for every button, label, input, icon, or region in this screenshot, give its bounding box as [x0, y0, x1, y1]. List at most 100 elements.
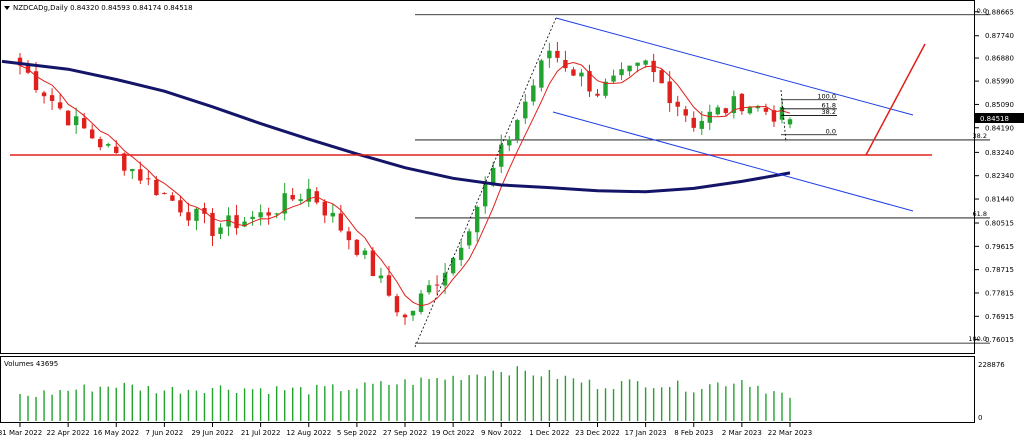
price-tick-label: 0.81440 [985, 196, 1014, 204]
candle-body [322, 201, 327, 216]
price-tick-label: 0.76015 [985, 336, 1014, 344]
price-tick-label: 0.88665 [985, 8, 1014, 16]
candle-body [81, 118, 87, 129]
candle-body [170, 195, 175, 201]
volume-title: Volumes 43695 [4, 360, 58, 368]
time-tick-label: 2 Mar 2023 [722, 429, 762, 437]
fib-small-swing-line [780, 89, 787, 143]
candle-body [523, 101, 528, 119]
candle-body [667, 81, 672, 104]
candle-body [675, 101, 680, 107]
candle-body [338, 213, 344, 231]
current-price-tag [975, 113, 1024, 123]
candle-body [747, 107, 753, 114]
candle-body [683, 109, 688, 116]
candle-body [178, 200, 183, 213]
candle-body [627, 65, 632, 72]
candle-body [386, 275, 392, 296]
candle-body [595, 93, 600, 96]
price-tick-label: 0.80515 [985, 220, 1014, 228]
volume-max-label: 228876 [978, 361, 1005, 369]
price-tick-label: 0.86880 [985, 55, 1014, 63]
time-tick-label: 19 Oct 2022 [431, 429, 474, 437]
current-price-label: 0.84518 [980, 115, 1009, 123]
time-tick-label: 17 Jan 2023 [625, 429, 667, 437]
candle-body [587, 71, 592, 92]
candle-body [282, 193, 287, 214]
candle-body [426, 285, 432, 293]
time-tick-label: 16 May 2022 [93, 429, 139, 437]
price-tick-label: 0.76915 [985, 313, 1014, 321]
channel-lower-line [552, 111, 914, 212]
candle-body [41, 92, 47, 97]
time-tick-label: 22 Mar 2023 [768, 429, 812, 437]
candle-body [73, 116, 79, 126]
fast-ma-line [19, 61, 791, 307]
candle-body [17, 57, 23, 66]
candle-body [787, 119, 793, 125]
overlays [10, 17, 932, 348]
candle-body [49, 95, 55, 101]
candle-body [306, 188, 311, 202]
candle-body [162, 193, 167, 195]
candle-body [186, 212, 191, 221]
fib-small-level-label: 100.0 [817, 92, 836, 100]
candle-body [763, 108, 769, 112]
candle-body [531, 85, 536, 102]
candle-body [258, 212, 263, 218]
fib-small-level-label: 61.8 [822, 101, 836, 109]
triangle-down-icon[interactable] [4, 6, 10, 10]
candle-body [691, 117, 696, 128]
candle-body [242, 221, 247, 227]
price-tick-label: 0.85990 [985, 78, 1014, 86]
candle-body [218, 227, 223, 234]
candle-body [547, 50, 552, 59]
candle-body [57, 102, 63, 109]
candle-body [354, 239, 360, 255]
fib-small: 100.061.838.2 0.0 [781, 92, 837, 135]
fib-large-level-label: 100.0 [968, 335, 987, 343]
candle-body [122, 153, 127, 171]
time-tick-label: 27 Sep 2022 [383, 429, 427, 437]
candle-body [539, 60, 544, 88]
candle-body [418, 293, 424, 312]
candle-body [611, 75, 616, 82]
candle-body [715, 107, 721, 115]
candle-body [138, 169, 143, 181]
candle-body [731, 96, 737, 114]
candle-body [442, 272, 448, 286]
slow-ma-line [1, 59, 791, 194]
candle-body [571, 69, 576, 76]
time-tick-label: 29 Jun 2022 [191, 429, 233, 437]
candle-body [603, 81, 608, 96]
fib-large-level-label: 61.8 [973, 210, 987, 218]
moving-averages [1, 59, 791, 307]
candle-body [466, 231, 472, 246]
time-tick-label: 8 Feb 2023 [674, 429, 713, 437]
candle-body [114, 146, 119, 153]
candle-body [194, 208, 199, 221]
candle-body [298, 199, 303, 201]
time-tick-label: 7 Jun 2022 [146, 429, 184, 437]
price-tick-label: 0.78715 [985, 266, 1014, 274]
candle-body [474, 206, 480, 233]
candle-body [491, 167, 496, 186]
time-tick-label: 22 Apr 2022 [46, 429, 89, 437]
candle-body [779, 107, 785, 120]
candle-body [707, 111, 712, 123]
price-tick-label: 0.82340 [985, 172, 1014, 180]
candle-body [619, 69, 624, 76]
fib-large-level-label: 0.0 [977, 7, 987, 15]
fib-small-level-label: 0.0 [826, 127, 836, 135]
candle-body [699, 120, 704, 129]
price-tick-label: 0.77815 [985, 289, 1014, 297]
candle-body [226, 215, 231, 227]
candle-body [434, 284, 440, 286]
candle-body [659, 70, 664, 84]
symbol-title: NZDCADg,Daily 0.84320 0.84593 0.84174 0.… [13, 4, 193, 12]
price-tick-label: 0.85090 [985, 101, 1014, 109]
candle-body [402, 314, 408, 318]
candle-body [98, 139, 103, 148]
candle-body [274, 213, 279, 215]
